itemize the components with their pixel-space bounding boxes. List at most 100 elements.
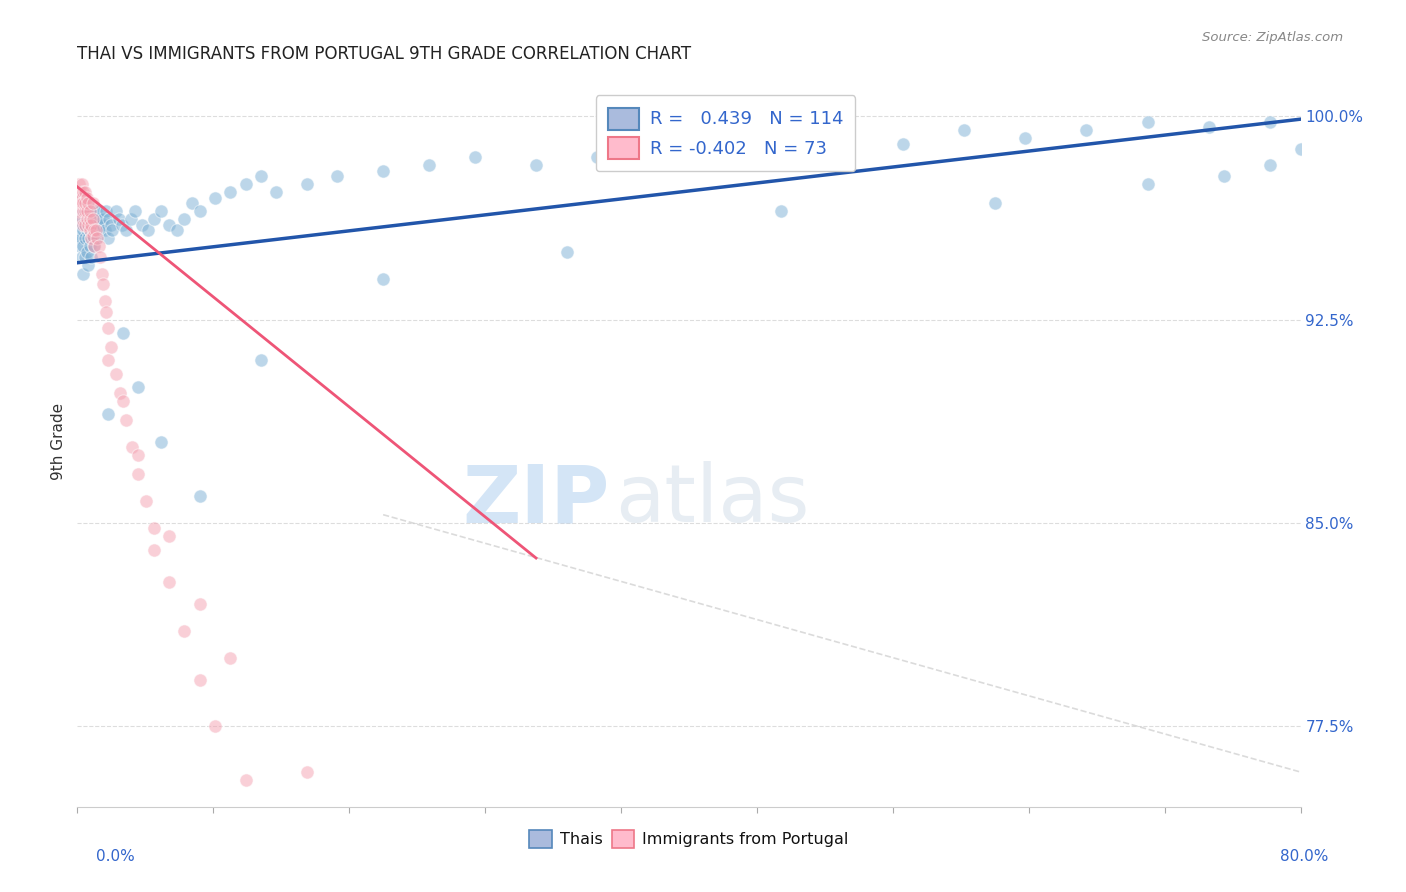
Text: 80.0%: 80.0% (1281, 849, 1329, 863)
Point (69, 196, 91, 211)
Point (101, 223, 124, 237)
Point (73, 231, 96, 245)
Point (97, 353, 120, 368)
Point (70, 210, 93, 224)
Point (166, 223, 188, 237)
Point (188, 673, 211, 687)
Point (173, 624, 195, 639)
Point (127, 380, 149, 394)
Point (295, 177, 318, 191)
Point (264, 186, 287, 200)
Point (235, 773, 257, 788)
Point (73, 196, 96, 211)
Point (82, 212, 104, 227)
Point (73, 212, 96, 227)
Point (79, 239, 101, 253)
Point (83, 218, 105, 232)
Point (80, 250, 103, 264)
Point (67, 231, 90, 245)
Point (1198, 120, 1220, 135)
Point (70, 177, 93, 191)
Point (235, 177, 257, 191)
Point (82, 212, 104, 227)
Point (120, 212, 142, 227)
Y-axis label: 9th Grade: 9th Grade (51, 403, 66, 480)
Point (70, 212, 93, 227)
Point (142, 542, 165, 557)
Point (79, 223, 101, 237)
Text: Source: ZipAtlas.com: Source: ZipAtlas.com (1202, 31, 1343, 45)
Point (295, 881, 318, 892)
Point (418, 158, 440, 172)
Point (87, 239, 110, 253)
Point (188, 204, 211, 219)
Point (157, 575, 180, 590)
Point (1076, 123, 1098, 137)
Point (94, 223, 117, 237)
Point (173, 212, 195, 227)
Point (76, 204, 98, 219)
Point (371, 163, 394, 178)
Point (107, 212, 129, 227)
Point (953, 123, 976, 137)
Point (100, 218, 122, 232)
Point (86, 218, 108, 232)
Point (67, 177, 90, 191)
Point (80, 231, 103, 245)
Point (157, 529, 180, 543)
Point (1320, 131, 1343, 145)
Point (70, 196, 93, 211)
Point (70, 191, 93, 205)
Point (219, 651, 242, 665)
Point (181, 196, 204, 211)
Point (83, 239, 105, 253)
Text: atlas: atlas (616, 461, 810, 539)
Point (83, 223, 105, 237)
Point (76, 196, 98, 211)
Point (219, 186, 242, 200)
Point (70, 218, 93, 232)
Point (89, 223, 111, 237)
Point (82, 231, 104, 245)
Point (69, 239, 91, 253)
Point (555, 244, 578, 259)
Point (67, 218, 90, 232)
Point (115, 413, 138, 427)
Point (1213, 169, 1236, 183)
Point (73, 218, 96, 232)
Point (326, 169, 349, 183)
Point (73, 250, 96, 264)
Point (72, 223, 94, 237)
Point (77, 259, 100, 273)
Point (108, 385, 131, 400)
Point (76, 212, 98, 227)
Text: ZIP: ZIP (463, 461, 609, 539)
Point (79, 223, 101, 237)
Point (79, 204, 101, 219)
Point (89, 204, 111, 219)
Point (96, 304, 118, 318)
Point (77, 204, 100, 219)
Point (90, 267, 112, 281)
Point (77, 218, 100, 232)
Point (124, 204, 146, 219)
Point (84, 223, 107, 237)
Point (1136, 177, 1159, 191)
Point (127, 467, 149, 481)
Point (769, 142, 792, 156)
Point (96, 204, 118, 219)
Point (79, 204, 101, 219)
Point (295, 765, 318, 780)
Point (1258, 158, 1281, 172)
Point (97, 320, 120, 334)
Point (91, 277, 114, 292)
Point (79, 212, 101, 227)
Point (70, 231, 93, 245)
Point (831, 131, 853, 145)
Point (69, 186, 91, 200)
Point (157, 218, 180, 232)
Point (371, 272, 394, 286)
Point (250, 169, 273, 183)
Point (76, 212, 98, 227)
Point (87, 212, 110, 227)
